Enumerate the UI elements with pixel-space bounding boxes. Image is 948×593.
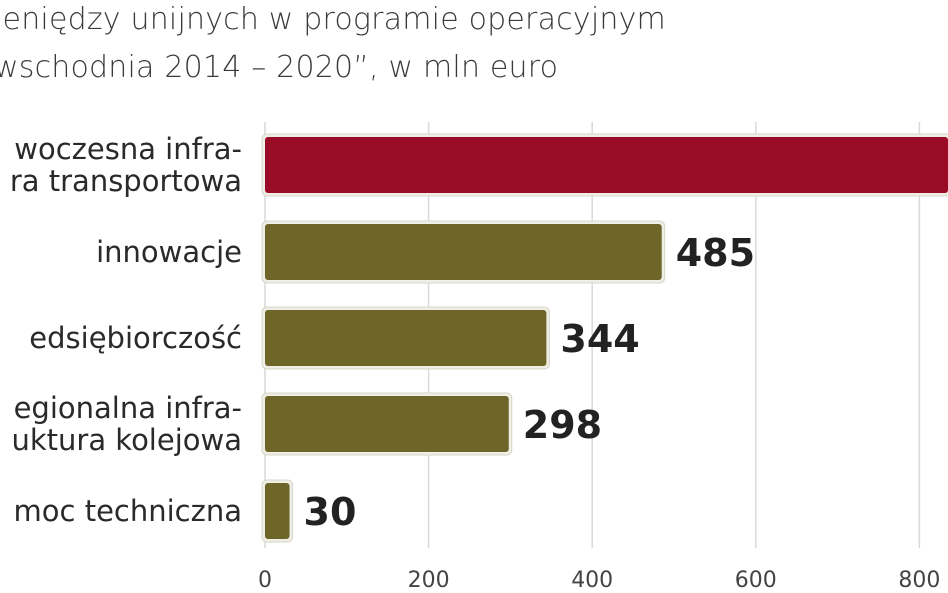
category-label: ra transportowa — [10, 164, 242, 198]
x-tick-label: 400 — [571, 568, 613, 593]
x-tick-label: 800 — [898, 568, 940, 593]
bar-value-label: 30 — [304, 490, 357, 534]
category-label: innowacje — [96, 235, 242, 269]
category-label: uktura kolejowa — [11, 423, 242, 457]
category-label: woczesna infra- — [14, 132, 242, 166]
bar — [265, 483, 290, 539]
bar — [265, 137, 948, 193]
bar — [265, 224, 662, 280]
x-tick-label: 200 — [408, 568, 450, 593]
bar-value-label: 485 — [676, 231, 755, 275]
category-label: egionalna infra- — [14, 391, 242, 425]
x-tick-label: 600 — [735, 568, 777, 593]
category-label: moc techniczna — [14, 494, 242, 528]
chart-title-line-1: ieniędzy unijnych w programie operacyjny… — [0, 2, 666, 37]
bar-value-label: 344 — [560, 317, 639, 361]
x-tick-label: 0 — [258, 568, 272, 593]
bar-value-label: 298 — [523, 403, 602, 447]
bar — [265, 310, 547, 366]
bar — [265, 396, 509, 452]
chart-title-line-2: wschodnia 2014 – 2020”, w mln euro — [0, 50, 559, 85]
category-label: edsiębiorczość — [29, 321, 242, 355]
